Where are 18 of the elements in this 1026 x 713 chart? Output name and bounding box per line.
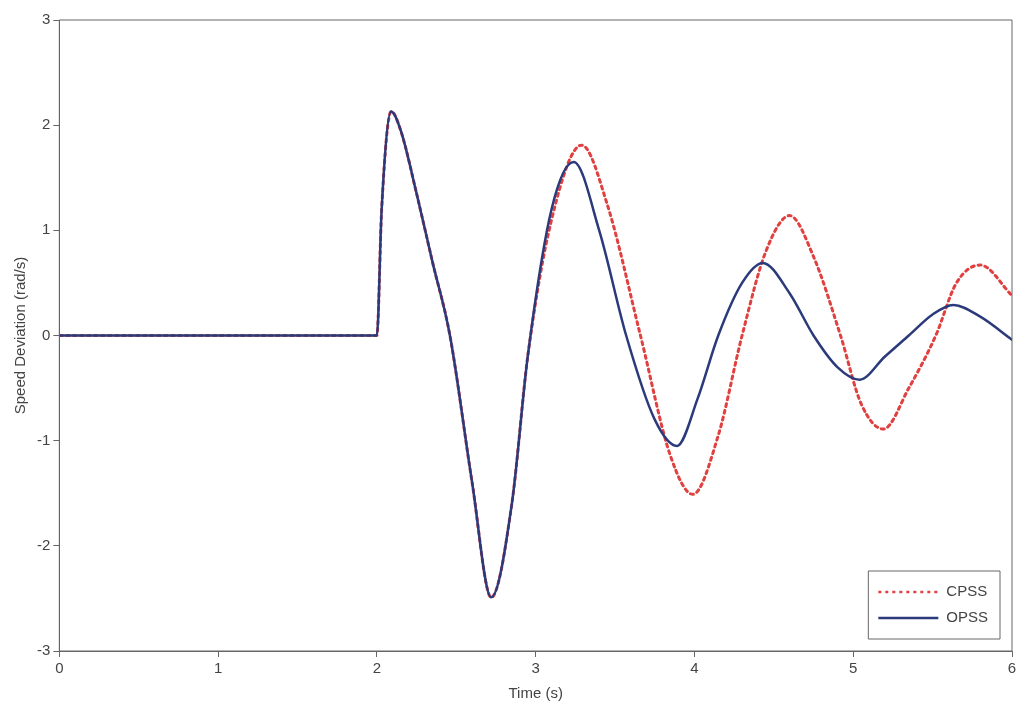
y-tick-label: 0 xyxy=(41,325,51,343)
x-tick-label: 0 xyxy=(55,659,64,677)
legend-label: CPSS xyxy=(946,582,988,600)
x-axis-title: Time (s) xyxy=(508,684,563,702)
legend-label: OPSS xyxy=(946,608,989,626)
x-tick-label: 1 xyxy=(213,659,223,677)
y-tick-label: 1 xyxy=(41,220,51,238)
y-axis-title: Speed Deviation (rad/s) xyxy=(11,256,29,415)
x-tick-label: 5 xyxy=(849,659,858,677)
x-tick-label: 4 xyxy=(690,659,699,677)
x-tick-label: 3 xyxy=(531,659,540,677)
y-tick-label: 2 xyxy=(41,115,51,133)
y-tick-label: -3 xyxy=(36,641,51,659)
x-tick-label: 6 xyxy=(1007,659,1017,677)
y-tick-label: 3 xyxy=(41,10,51,28)
y-tick-label: -2 xyxy=(36,535,51,553)
y-tick-label: -1 xyxy=(36,430,51,448)
x-tick-label: 2 xyxy=(372,659,382,677)
